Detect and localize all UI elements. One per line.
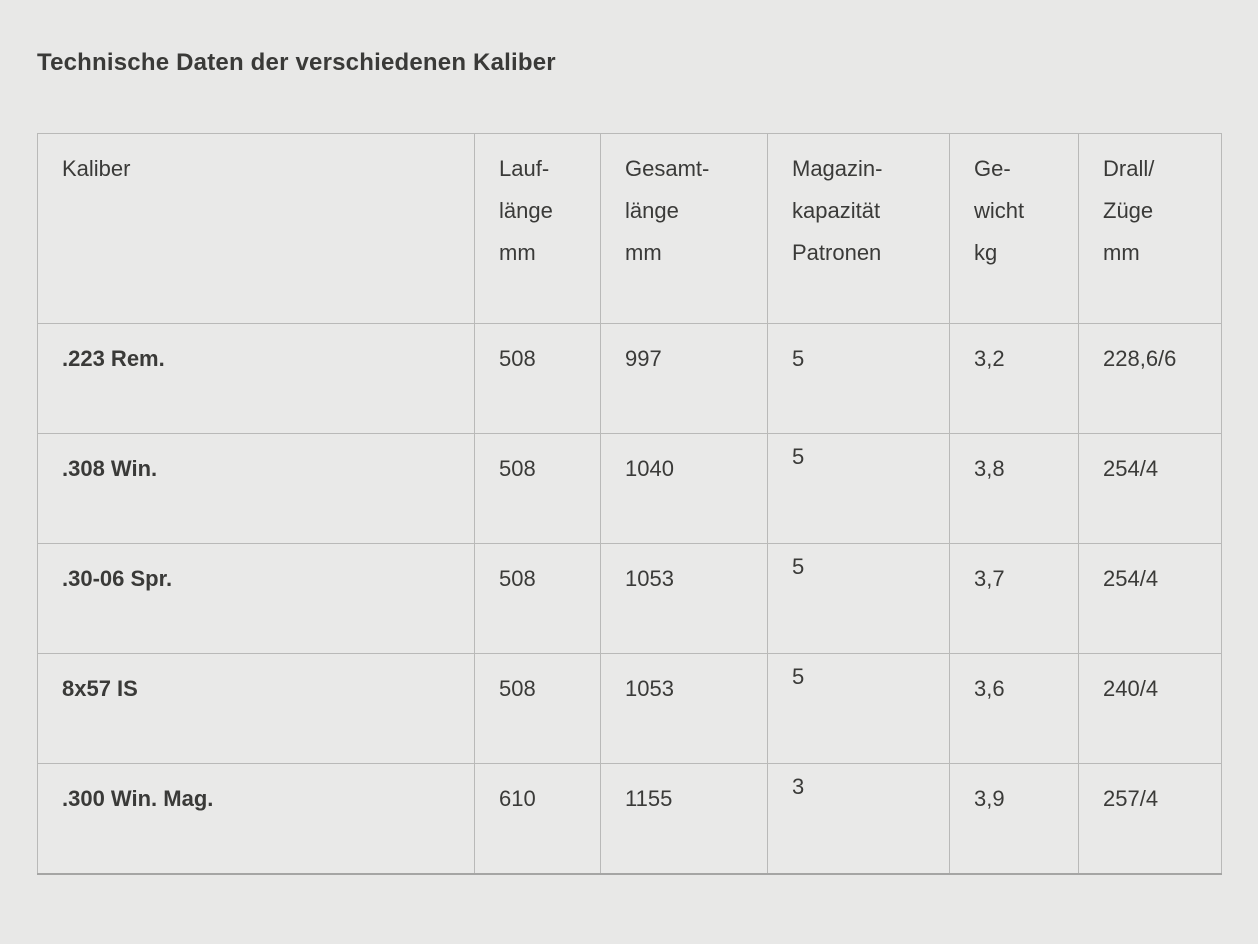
cell-drall-zuege-mm: 240/4 <box>1078 653 1222 764</box>
cell-gewicht-kg: 3,6 <box>949 653 1079 764</box>
column-header-drall-zuege-mm: Drall/Züge mm <box>1078 133 1222 324</box>
cell-lauflaenge-mm: 610 <box>474 763 601 875</box>
cell-drall-zuege-mm: 257/4 <box>1078 763 1222 875</box>
cell-lauflaenge-mm: 508 <box>474 543 601 654</box>
cell-gewicht-kg: 3,8 <box>949 433 1079 544</box>
column-header-line: Patronen <box>792 240 882 265</box>
table-row: .223 Rem. 508 997 5 3,2 228,6/6 <box>37 323 1222 434</box>
cell-gewicht-kg: 3,9 <box>949 763 1079 875</box>
cell-magazinkapazitaet-patronen: 5 <box>767 323 950 434</box>
table-row: .308 Win. 508 1040 5 3,8 254/4 <box>37 433 1222 544</box>
cell-gesamtlaenge-mm: 997 <box>600 323 768 434</box>
cell-gesamtlaenge-mm: 1040 <box>600 433 768 544</box>
technical-data-table: Kaliber Lauf-länge mm Gesamt-länge mm Magazin… <box>37 133 1222 875</box>
cell-lauflaenge-mm: 508 <box>474 433 601 544</box>
column-header-line: länge <box>625 198 679 223</box>
column-header-kaliber: Kaliber <box>37 133 475 324</box>
cell-kaliber: .223 Rem. <box>37 323 475 434</box>
page-title: Technische Daten der verschiedenen Kalib… <box>37 49 556 76</box>
magazine-capacity-value: 5 <box>792 554 805 579</box>
column-header-line: wicht <box>974 198 1025 223</box>
cell-drall-zuege-mm: 228,6/6 <box>1078 323 1222 434</box>
column-header-line: mm <box>625 240 662 265</box>
column-header-line: kg <box>974 240 998 265</box>
magazine-capacity-value: 5 <box>792 444 805 469</box>
cell-magazinkapazitaet-patronen: 5 <box>767 433 950 544</box>
cell-drall-zuege-mm: 254/4 <box>1078 543 1222 654</box>
cell-gewicht-kg: 3,2 <box>949 323 1079 434</box>
column-header-line: Lauf- <box>499 156 550 181</box>
cell-kaliber: .308 Win. <box>37 433 475 544</box>
table-header-row: Kaliber Lauf-länge mm Gesamt-länge mm Magazin… <box>37 133 1222 324</box>
cell-drall-zuege-mm: 254/4 <box>1078 433 1222 544</box>
cell-magazinkapazitaet-patronen: 5 <box>767 543 950 654</box>
cell-kaliber: 8x57 IS <box>37 653 475 764</box>
magazine-capacity-value: 5 <box>792 664 805 689</box>
cell-lauflaenge-mm: 508 <box>474 653 601 764</box>
column-header-line: Gesamt- <box>625 156 710 181</box>
cell-lauflaenge-mm: 508 <box>474 323 601 434</box>
cell-kaliber: .300 Win. Mag. <box>37 763 475 875</box>
column-header-line: Ge- <box>974 156 1011 181</box>
column-header-line: kapazität <box>792 198 881 223</box>
column-header-magazinkapazitaet-patronen: Magazin-kapazität Patronen <box>767 133 950 324</box>
table-row: .300 Win. Mag. 610 1155 3 3,9 257/4 <box>37 763 1222 875</box>
column-header-gesamtlaenge-mm: Gesamt-länge mm <box>600 133 768 324</box>
cell-gesamtlaenge-mm: 1155 <box>600 763 768 875</box>
cell-gesamtlaenge-mm: 1053 <box>600 653 768 764</box>
column-header-lauflaenge-mm: Lauf-länge mm <box>474 133 601 324</box>
cell-magazinkapazitaet-patronen: 3 <box>767 763 950 875</box>
magazine-capacity-value: 3 <box>792 774 805 799</box>
cell-gewicht-kg: 3,7 <box>949 543 1079 654</box>
column-header-line: mm <box>1103 240 1140 265</box>
column-header-gewicht-kg: Ge-wicht kg <box>949 133 1079 324</box>
cell-gesamtlaenge-mm: 1053 <box>600 543 768 654</box>
column-header-line: mm <box>499 240 536 265</box>
column-header-line: Kaliber <box>62 156 131 181</box>
table-row: .30-06 Spr. 508 1053 5 3,7 254/4 <box>37 543 1222 654</box>
table-row: 8x57 IS 508 1053 5 3,6 240/4 <box>37 653 1222 764</box>
column-header-line: länge <box>499 198 553 223</box>
cell-magazinkapazitaet-patronen: 5 <box>767 653 950 764</box>
cell-kaliber: .30-06 Spr. <box>37 543 475 654</box>
column-header-line: Magazin- <box>792 156 883 181</box>
column-header-line: Züge <box>1103 198 1154 223</box>
column-header-line: Drall/ <box>1103 156 1155 181</box>
